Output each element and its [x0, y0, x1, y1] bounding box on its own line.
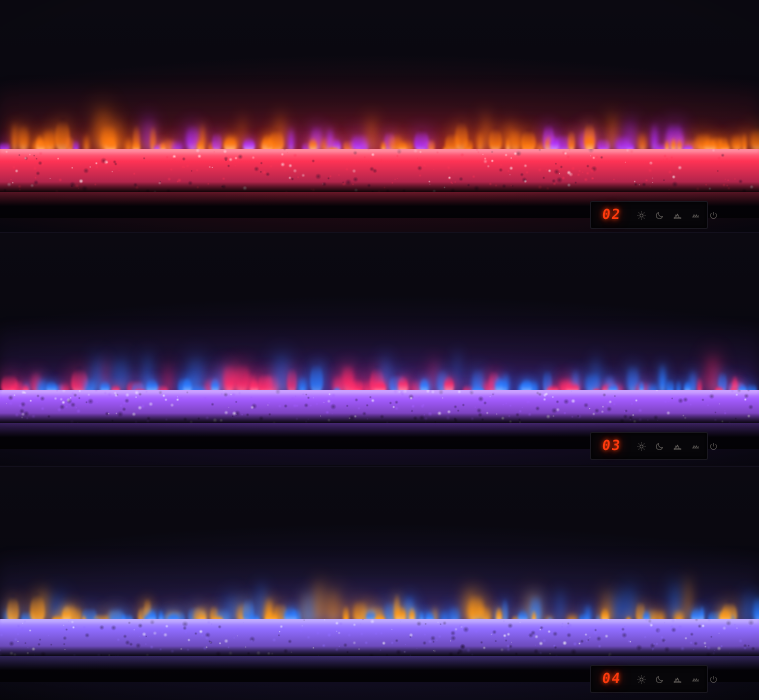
- ember-bed: [0, 619, 759, 656]
- mode-display: 03: [601, 438, 622, 454]
- brightness-icon[interactable]: [637, 441, 646, 451]
- ember-bed: [0, 149, 759, 192]
- fireplace-panel-red: 02: [0, 0, 759, 232]
- moon-icon[interactable]: [655, 211, 664, 220]
- flame-icon[interactable]: [673, 211, 682, 220]
- control-icon-group: [637, 210, 718, 220]
- control-panel[interactable]: 04: [590, 665, 717, 693]
- fireplace-panel-violet: 03: [0, 233, 759, 465]
- heater-icon[interactable]: [691, 211, 700, 220]
- control-icon-group: [637, 441, 718, 451]
- brightness-icon[interactable]: [637, 210, 646, 220]
- moon-icon[interactable]: [655, 442, 664, 451]
- control-panel[interactable]: 02: [590, 201, 717, 229]
- power-icon[interactable]: [709, 675, 718, 684]
- mode-display: 04: [601, 671, 622, 687]
- mode-display: 02: [601, 207, 622, 223]
- moon-icon[interactable]: [655, 675, 664, 684]
- heater-icon[interactable]: [691, 442, 700, 451]
- flame-icon[interactable]: [673, 442, 682, 451]
- flame-icon[interactable]: [673, 675, 682, 684]
- control-panel[interactable]: 03: [590, 432, 717, 460]
- control-icon-group: [637, 674, 718, 684]
- power-icon[interactable]: [709, 211, 718, 220]
- fireplace-panel-blue: 04: [0, 467, 759, 700]
- heater-icon[interactable]: [691, 675, 700, 684]
- ember-bed: [0, 390, 759, 423]
- brightness-icon[interactable]: [637, 674, 646, 684]
- power-icon[interactable]: [709, 442, 718, 451]
